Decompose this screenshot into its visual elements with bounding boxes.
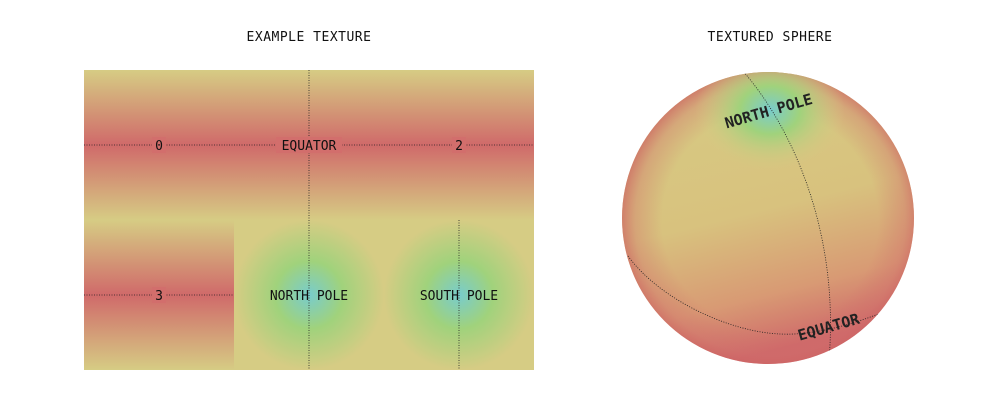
sphere-equator-line xyxy=(627,255,914,335)
texture-north-pole-label: NORTH POLE xyxy=(270,289,348,304)
texture-equator-label: EQUATOR xyxy=(282,139,337,154)
sphere-title: TEXTURED SPHERE xyxy=(707,30,833,45)
sphere-meridian-line xyxy=(741,72,831,364)
tile-0-label: 0 xyxy=(155,139,163,154)
example-texture: 0 EQUATOR 2 3 NORTH POLE SOUTH POLE xyxy=(84,70,534,370)
textured-sphere: NORTH POLE EQUATOR xyxy=(622,72,914,364)
texture-south-pole-label: SOUTH POLE xyxy=(420,289,498,304)
sphere-north-pole-cap xyxy=(695,72,845,170)
tile-3-label: 3 xyxy=(155,289,163,304)
tile-2-label: 2 xyxy=(455,139,463,154)
texture-title: EXAMPLE TEXTURE xyxy=(246,30,372,45)
